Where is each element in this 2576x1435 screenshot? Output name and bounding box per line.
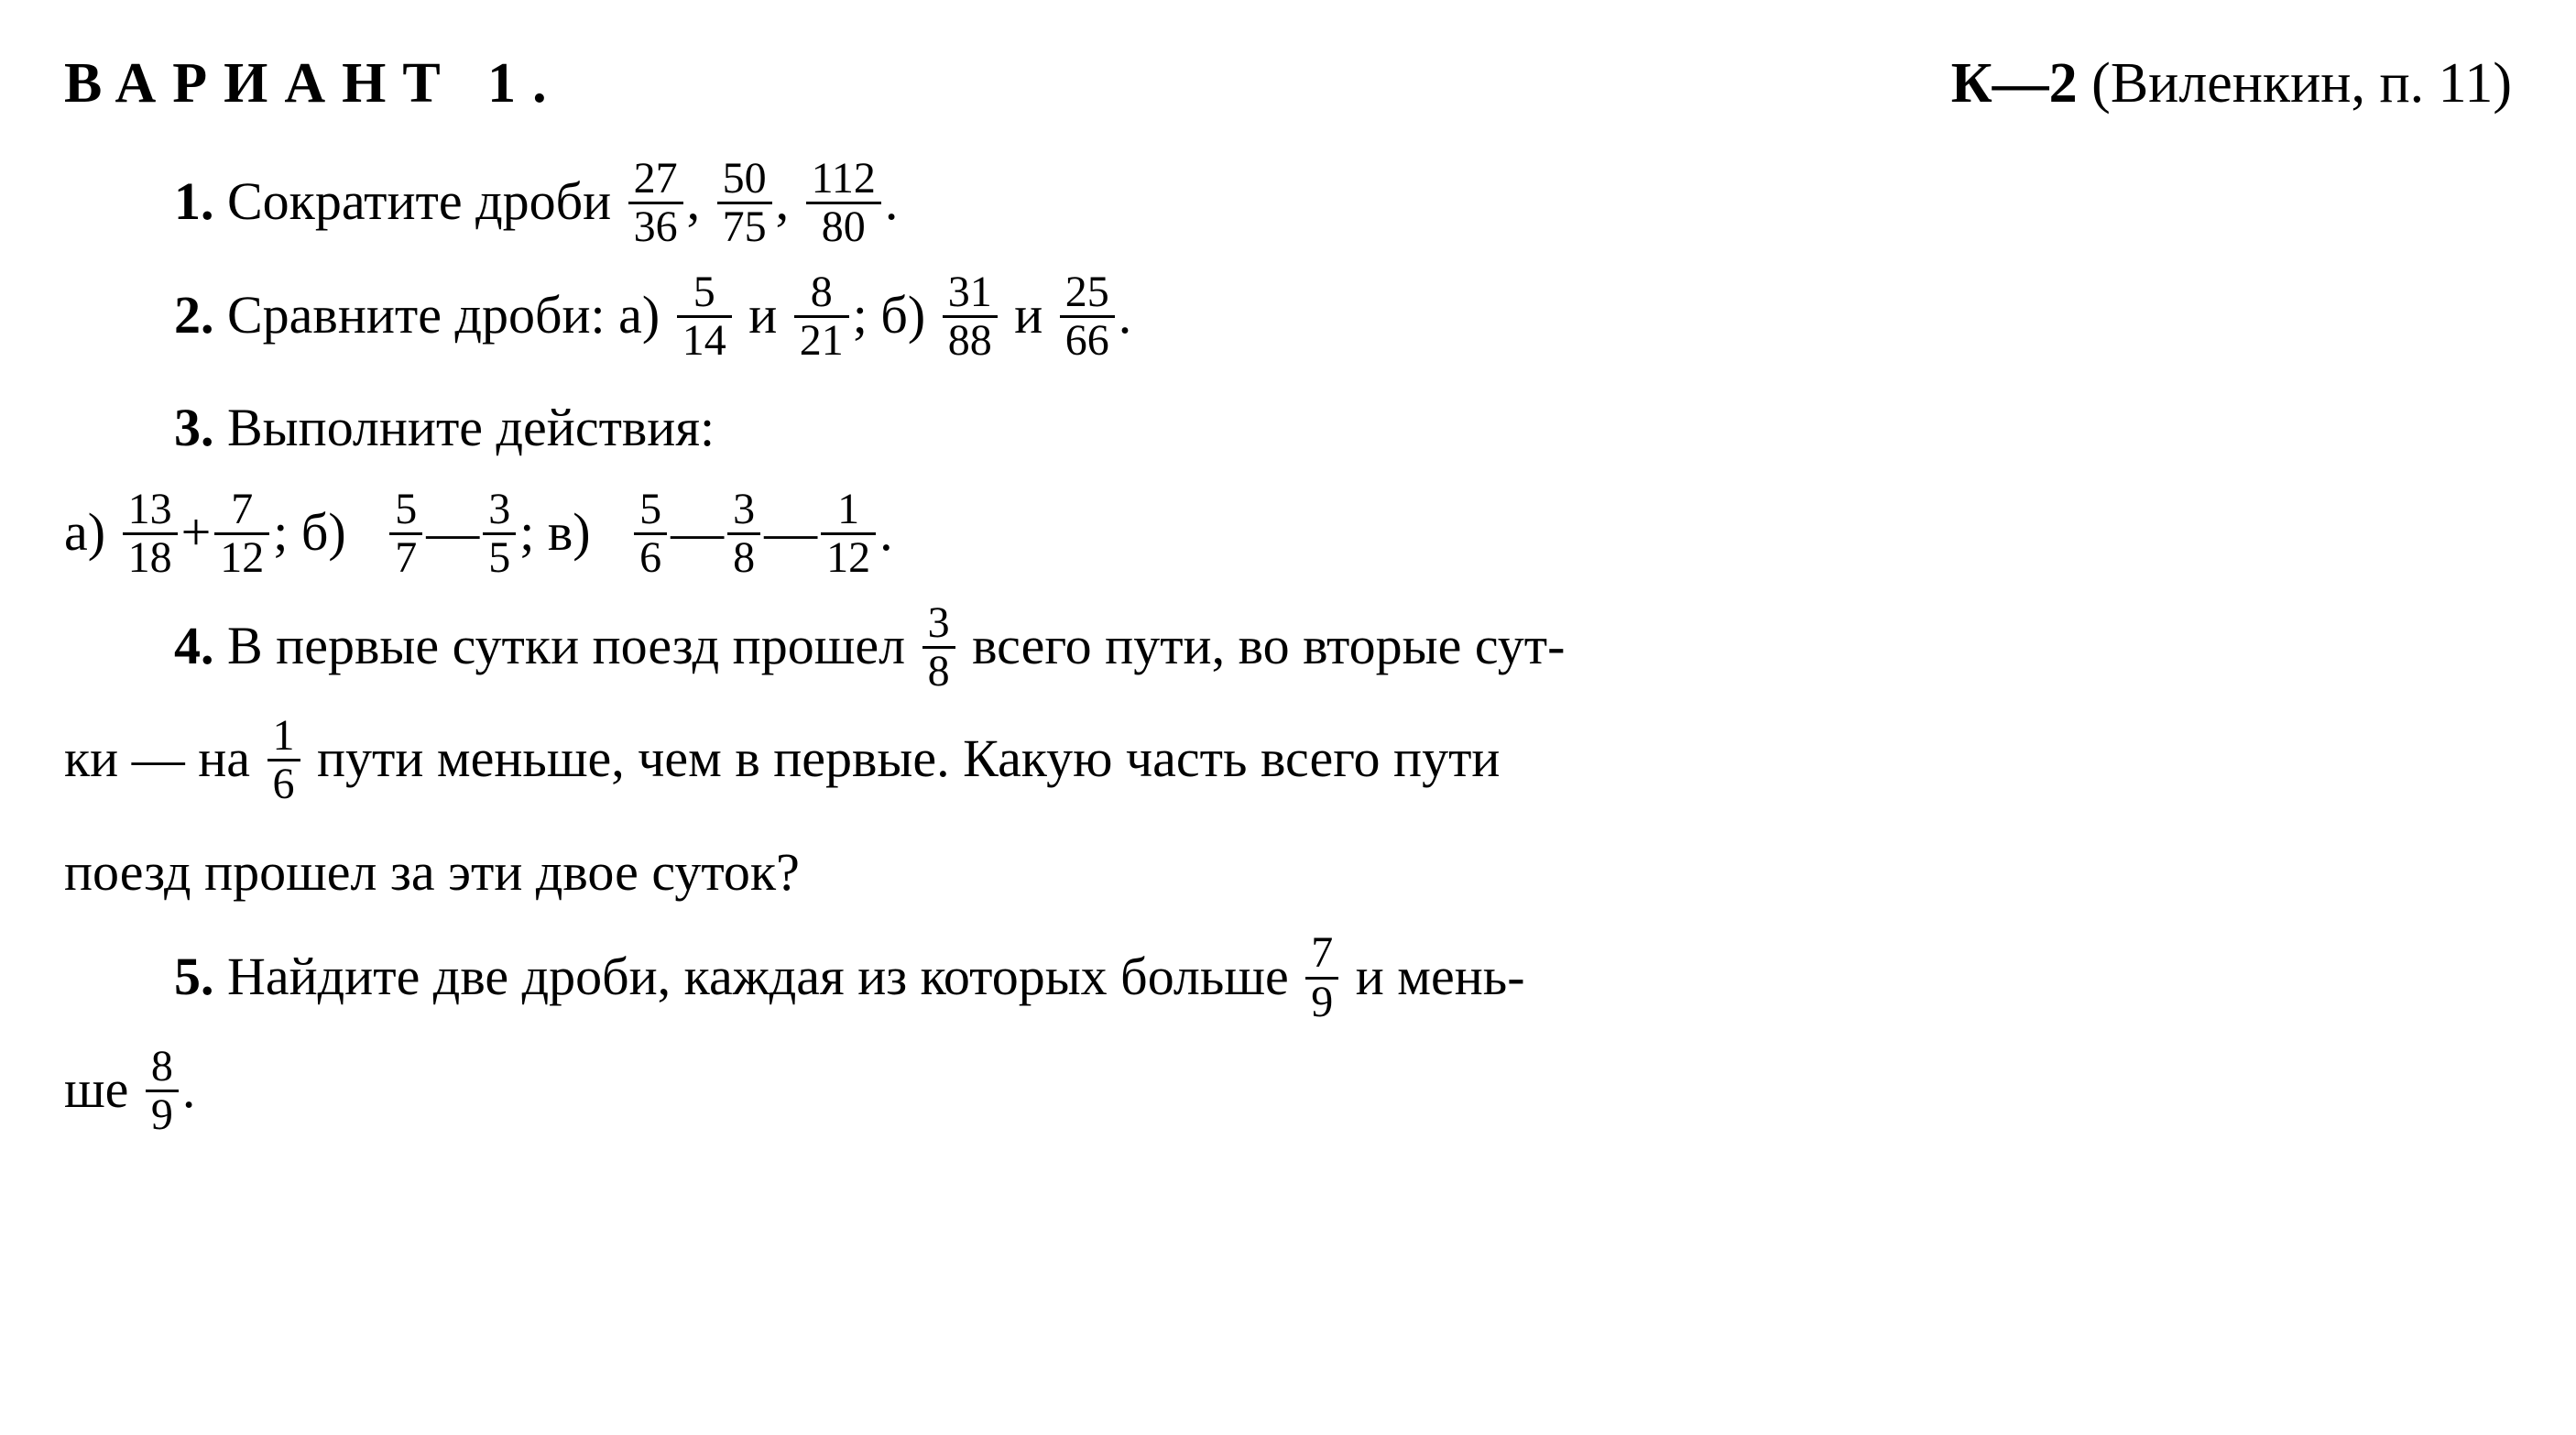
problem-text: Выполните действия: bbox=[227, 398, 715, 457]
fraction: 11280 bbox=[806, 156, 881, 251]
fraction: 5075 bbox=[717, 156, 772, 251]
fraction: 2736 bbox=[628, 156, 683, 251]
problem-5-line2: ше 89. bbox=[64, 1046, 2512, 1143]
problem-2: 2. Сравните дроби: а) 514 и 821; б) 3188… bbox=[64, 271, 2512, 368]
problem-number: 3. bbox=[174, 398, 214, 457]
fraction: 38 bbox=[922, 600, 955, 696]
problem-number: 2. bbox=[174, 285, 214, 345]
fraction: 2566 bbox=[1060, 269, 1115, 365]
problem-4-line3: поезд прошел за эти двое суток? bbox=[64, 828, 2512, 916]
fraction: 821 bbox=[794, 269, 849, 365]
problem-4-line2: ки — на 16 пути меньше, чем в первые. Ка… bbox=[64, 715, 2512, 812]
fraction: 57 bbox=[389, 487, 422, 582]
header-right: К—2 (Виленкин, п. 11) bbox=[1951, 37, 2512, 130]
problem-3-title: 3. Выполните действия: bbox=[64, 384, 2512, 472]
fraction: 56 bbox=[634, 487, 667, 582]
problem-text: Найдите две дроби, каждая из которых бол… bbox=[227, 947, 1289, 1006]
problem-number: 4. bbox=[174, 616, 214, 675]
source-label: (Виленкин, п. 11) bbox=[2091, 52, 2512, 115]
problem-4-line1: 4. В первые сутки поезд прошел 38 всего … bbox=[64, 602, 2512, 699]
problem-1: 1. Сократите дроби 2736, 5075, 11280. bbox=[64, 158, 2512, 255]
header: ВАРИАНТ 1. К—2 (Виленкин, п. 11) bbox=[64, 37, 2512, 130]
fraction: 712 bbox=[214, 487, 269, 582]
fraction: 1318 bbox=[123, 487, 178, 582]
problem-text: Сократите дроби bbox=[227, 171, 611, 231]
problem-number: 1. bbox=[174, 171, 214, 231]
fraction: 38 bbox=[727, 487, 760, 582]
fraction: 3188 bbox=[943, 269, 998, 365]
problem-5-line1: 5. Найдите две дроби, каждая из которых … bbox=[64, 933, 2512, 1030]
problem-number: 5. bbox=[174, 947, 214, 1006]
fraction: 89 bbox=[146, 1044, 179, 1139]
problem-text: В первые сутки поезд прошел bbox=[227, 616, 905, 675]
k2-label: К—2 bbox=[1951, 52, 2078, 115]
problem-3-ops: а) 1318+712; б) 57—35; в) 56—38—112. bbox=[64, 488, 2512, 586]
fraction: 79 bbox=[1305, 930, 1338, 1025]
fraction: 112 bbox=[821, 487, 876, 582]
variant-label: ВАРИАНТ 1. bbox=[64, 37, 563, 130]
problem-text: Сравните дроби: а) bbox=[227, 285, 660, 345]
fraction: 35 bbox=[483, 487, 516, 582]
fraction: 514 bbox=[677, 269, 732, 365]
fraction: 16 bbox=[267, 713, 300, 808]
